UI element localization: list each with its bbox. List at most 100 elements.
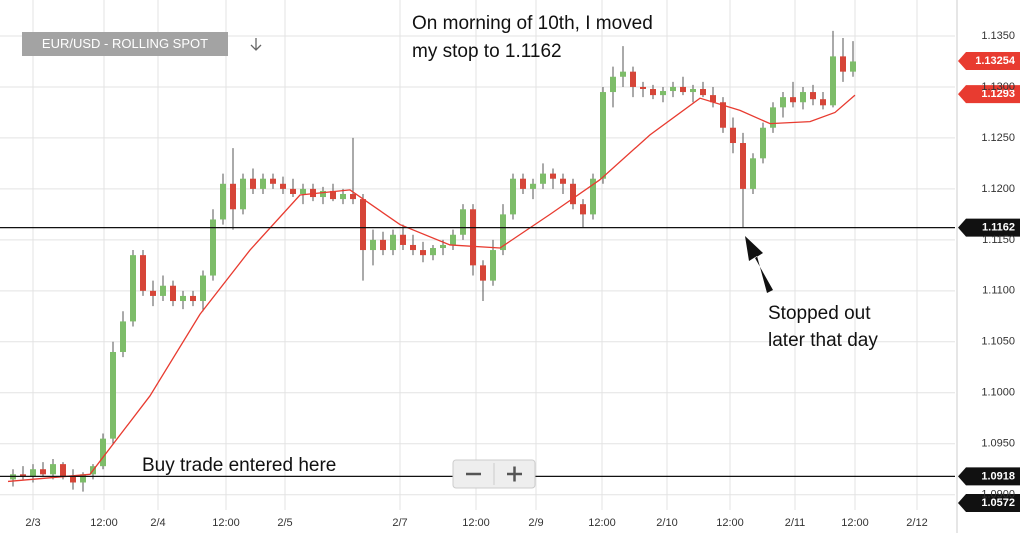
annotation: my stop to 1.1162 — [412, 41, 562, 62]
x-tick-label: 2/4 — [150, 517, 165, 529]
price-tag — [958, 218, 1020, 237]
candle-body — [320, 190, 326, 198]
candle-body — [120, 321, 126, 352]
candle-body — [20, 474, 26, 477]
price-tag-label: 1.0918 — [981, 470, 1015, 482]
candle-body — [660, 91, 666, 96]
annotation: later that day — [768, 330, 878, 351]
candle-body — [770, 107, 776, 128]
candle-body — [630, 71, 636, 87]
candle-body — [750, 158, 756, 189]
grid — [0, 0, 955, 510]
x-tick-label: 2/12 — [906, 517, 927, 529]
candle-body — [140, 255, 146, 291]
candle-body — [510, 178, 516, 215]
plot — [0, 30, 955, 492]
download-icon[interactable] — [250, 38, 262, 51]
price-tag — [958, 52, 1020, 71]
candle-body — [170, 285, 176, 302]
candle-body — [150, 290, 156, 296]
candle-body — [570, 183, 576, 205]
candle-body — [740, 143, 746, 189]
y-tick-label: 1.1100 — [982, 285, 1015, 297]
y-tick-label: 1.0950 — [981, 438, 1015, 450]
price-tags: 1.13254 1.1293 1.1162 1.0918 1.0572 — [958, 52, 1020, 512]
candle-body — [720, 102, 726, 128]
candle-body — [390, 234, 396, 251]
annotation: Stopped out — [768, 303, 871, 324]
candle-body — [280, 183, 286, 189]
candle-body — [680, 86, 686, 93]
candle-body — [560, 178, 566, 184]
candle-body — [610, 76, 616, 93]
x-tick-label: 12:00 — [462, 517, 490, 529]
zoom-in[interactable] — [507, 466, 522, 482]
candle-body — [690, 88, 696, 93]
candle-body — [820, 99, 826, 106]
candle-body — [300, 188, 306, 194]
candle-body — [370, 239, 376, 251]
candle-body — [760, 127, 766, 159]
candle-body — [330, 190, 336, 200]
y-tick-label: 1.1000 — [981, 387, 1015, 399]
x-tick-label: 2/3 — [25, 517, 40, 529]
candle-body — [290, 188, 296, 194]
candle-body — [540, 173, 546, 184]
x-tick-label: 2/10 — [656, 517, 677, 529]
candle-body — [480, 265, 486, 281]
y-tick-label: 1.1250 — [981, 132, 1015, 144]
candle-body — [50, 464, 56, 475]
price-tag-label: 1.1293 — [981, 88, 1015, 100]
candle-body — [440, 244, 446, 249]
candle-body — [410, 244, 416, 251]
price-tag — [958, 85, 1020, 104]
candle-body — [220, 183, 226, 220]
y-tick-label: 1.1150 — [982, 234, 1015, 246]
candle-body — [250, 178, 256, 189]
candle-body — [800, 92, 806, 103]
candle-body — [420, 250, 426, 256]
candle-body — [650, 88, 656, 96]
candle-body — [340, 193, 346, 200]
price-tag-label: 1.0572 — [981, 497, 1015, 509]
x-tick-label: 12:00 — [841, 517, 869, 529]
x-tick-label: 2/11 — [785, 517, 806, 529]
candle-body — [40, 469, 46, 475]
annotation: Buy trade entered here — [142, 455, 336, 476]
candle-body — [380, 239, 386, 251]
candle-body — [700, 88, 706, 96]
instrument-label: EUR/USD - ROLLING SPOT — [42, 36, 208, 51]
price-tag-label: 1.1162 — [982, 222, 1015, 234]
y-tick-label: 1.1200 — [981, 183, 1015, 195]
candle-body — [110, 351, 116, 439]
candle-body — [190, 295, 196, 302]
x-tick-label: 2/5 — [277, 517, 292, 529]
candle-body — [780, 97, 786, 108]
candle-body — [460, 209, 466, 235]
price-tag — [958, 494, 1020, 512]
candle-body — [850, 61, 856, 72]
candle-body — [160, 285, 166, 296]
x-tick-label: 2/7 — [392, 517, 407, 529]
candle-body — [400, 234, 406, 245]
instrument-button[interactable] — [22, 32, 228, 56]
candle-body — [710, 95, 716, 103]
x-tick-label: 12:00 — [588, 517, 616, 529]
candle-body — [640, 86, 646, 89]
candle-body — [260, 178, 266, 189]
candle-body — [550, 173, 556, 179]
y-tick-label: 1.1300 — [981, 81, 1015, 93]
y-tick-label: 1.1050 — [981, 336, 1015, 348]
candle-body — [30, 469, 36, 477]
candle-body — [530, 183, 536, 189]
candle-body — [130, 255, 136, 322]
annotation: On morning of 10th, I moved — [412, 13, 653, 34]
price-tag — [958, 467, 1020, 486]
candle-body — [810, 92, 816, 100]
x-tick-label: 12:00 — [212, 517, 240, 529]
candle-body — [830, 56, 836, 106]
candle-body — [60, 464, 66, 477]
candle-body — [70, 476, 76, 483]
candle-body — [310, 188, 316, 198]
